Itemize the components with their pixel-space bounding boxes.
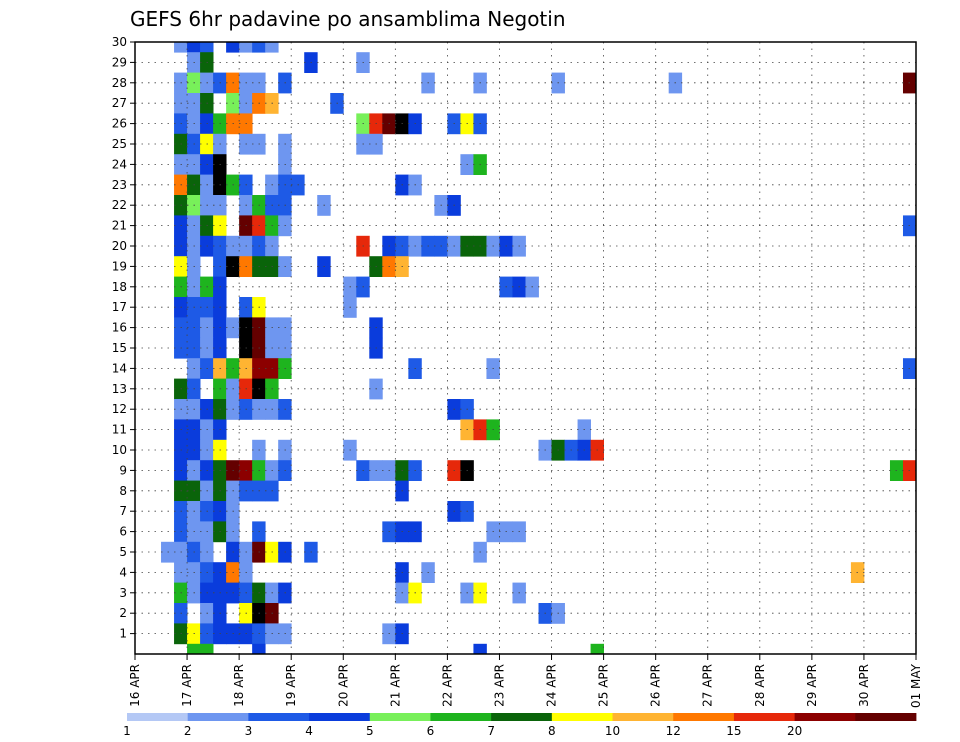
y-tick-label: 26 [112,117,127,131]
heatmap-cell [252,42,266,53]
x-tick-label: 26 APR [649,664,663,707]
heatmap-cell [265,42,279,53]
x-tick-label: 30 APR [857,664,871,707]
y-tick-label: 25 [112,137,127,151]
color-scale-swatch [430,713,492,721]
x-tick-label: 20 APR [336,664,350,707]
y-tick-label: 29 [112,55,127,69]
y-tick-label: 6 [119,525,127,539]
color-scale-swatch [855,713,917,721]
heatmap-cell [187,643,201,655]
y-tick-label: 5 [119,545,127,559]
y-tick-label: 13 [112,382,127,396]
x-tick-label: 01 MAY [909,663,923,708]
color-scale-label: 6 [427,724,435,738]
color-scale-label: 1 [123,724,131,738]
x-tick-label: 23 APR [492,664,506,707]
x-tick-label: 29 APR [805,664,819,707]
y-tick-label: 23 [112,178,127,192]
y-tick-label: 12 [112,402,127,416]
x-tick-label: 22 APR [440,664,454,707]
y-tick-label: 11 [112,423,127,437]
color-scale-swatch [612,713,674,721]
grid-lines [135,42,916,654]
heatmap-cell [226,42,240,53]
color-scale-label: 20 [787,724,802,738]
color-scale-swatch [309,713,371,721]
y-tick-label: 22 [112,198,127,212]
y-tick-label: 10 [112,443,127,457]
color-scale-swatch [794,713,856,721]
heatmap-cell [252,643,266,655]
color-scale-label: 7 [487,724,495,738]
color-scale-bar: 1 2 3 4 5 6 7 8 10 12 15 20 [123,713,917,738]
y-tick-label: 3 [119,586,127,600]
heatmap-cells [161,42,917,655]
y-tick-label: 4 [119,565,127,579]
x-tick-label: 21 APR [388,664,402,707]
heatmap-cell [200,42,214,53]
y-tick-label: 19 [112,259,127,273]
y-tick-label: 1 [119,627,127,641]
y-tick-label: 28 [112,76,127,90]
color-scale-swatch [673,713,735,721]
y-tick-label: 9 [119,463,127,477]
y-tick-label: 8 [119,484,127,498]
x-tick-label: 16 APR [128,664,142,707]
y-tick-label: 18 [112,280,127,294]
y-tick-label: 7 [119,504,127,518]
heatmap-cell [200,643,214,655]
x-tick-label: 18 APR [232,664,246,707]
heatmap-cell [473,643,487,655]
color-scale-swatch [733,713,796,721]
color-scale-label: 10 [605,724,620,738]
y-tick-label: 27 [112,96,127,110]
y-tick-label: 17 [112,300,127,314]
color-scale-label: 3 [245,724,253,738]
y-tick-label: 16 [112,321,127,335]
heatmap-cell [187,42,201,53]
color-scale-swatch [187,713,249,721]
x-tick-label: 17 APR [180,664,194,707]
color-scale-label: 15 [726,724,741,738]
y-tick-label: 14 [112,361,127,375]
x-tick-label: 28 APR [753,664,767,707]
x-axis-ticks: 16 APR 17 APR 18 APR 19 APR 20 APR 21 APR 22 A… [128,654,923,708]
y-tick-label: 20 [112,239,127,253]
y-tick-label: 30 [112,35,127,49]
color-scale-swatch [491,713,553,721]
color-scale-swatch [248,713,310,721]
x-tick-label: 19 APR [284,664,298,707]
y-tick-label: 24 [112,157,127,171]
color-scale-label: 5 [366,724,374,738]
heatmap-cell [239,42,253,53]
y-tick-label: 2 [119,606,127,620]
color-scale-label: 2 [184,724,192,738]
x-tick-label: 25 APR [597,664,611,707]
color-scale-swatch [127,713,189,721]
heatmap-cell [174,42,188,53]
chart-title: GEFS 6hr padavine po ansamblima Negotin [130,7,566,31]
y-axis-ticks: 1234567891011121314151617181920212223242… [112,35,135,641]
heatmap-cell [590,643,604,655]
color-scale-label: 12 [666,724,681,738]
x-tick-label: 24 APR [545,664,559,707]
color-scale-label: 8 [548,724,556,738]
y-tick-label: 15 [112,341,127,355]
color-scale-label: 4 [305,724,313,738]
color-scale-swatch [551,713,613,721]
x-tick-label: 27 APR [701,664,715,707]
y-tick-label: 21 [112,219,127,233]
color-scale-swatch [369,713,431,721]
